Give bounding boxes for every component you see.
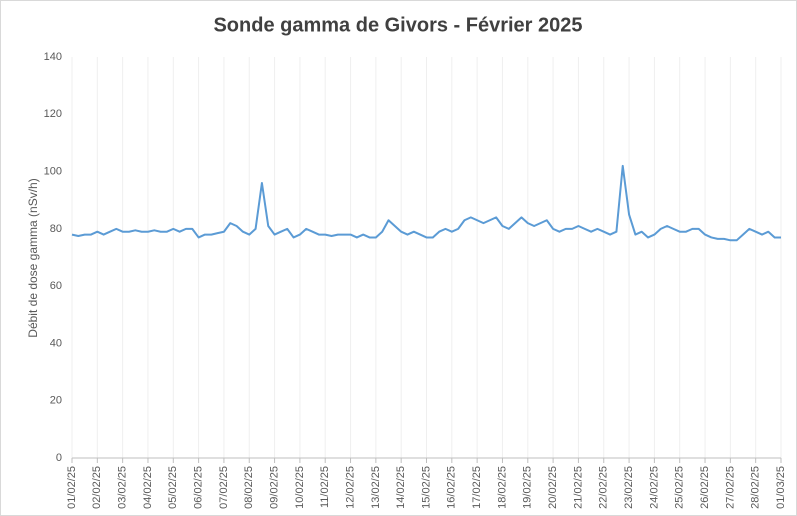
x-tick-label: 07/02/25 — [218, 466, 230, 509]
x-tick-label: 09/02/25 — [268, 466, 280, 509]
data-line — [71, 164, 781, 242]
x-tick-label: 06/02/25 — [193, 466, 205, 509]
x-tick-label: 20/02/25 — [547, 466, 559, 509]
x-tick-label: 03/02/25 — [117, 466, 129, 509]
y-tick-label: 140 — [44, 51, 62, 63]
x-tick-label: 15/02/25 — [420, 466, 432, 509]
x-tick-label: 13/02/25 — [370, 466, 382, 509]
x-tick-label: 05/02/25 — [167, 466, 179, 509]
x-tick-label: 21/02/25 — [572, 466, 584, 509]
x-tick-label: 01/02/25 — [66, 466, 78, 509]
x-tick-label: 08/02/25 — [243, 466, 255, 509]
x-tick-label: 02/02/25 — [91, 466, 103, 509]
x-tick-label: 14/02/25 — [395, 466, 407, 509]
x-tick-label: 25/02/25 — [674, 466, 686, 509]
y-tick-label: 60 — [50, 280, 62, 292]
x-tick-label: 17/02/25 — [471, 466, 483, 509]
x-tick-label: 01/03/25 — [775, 466, 787, 509]
x-tick-label: 10/02/25 — [294, 466, 306, 509]
x-tick-label: 16/02/25 — [446, 466, 458, 509]
y-tick-label: 40 — [50, 337, 62, 349]
y-tick-label: 20 — [50, 395, 62, 407]
y-tick-label: 80 — [50, 223, 62, 235]
x-tick-label: 26/02/25 — [699, 466, 711, 509]
x-tick-label: 22/02/25 — [598, 466, 610, 509]
x-tick-label: 28/02/25 — [750, 466, 762, 509]
y-axis-label: Débit de dose gamma (nSv/h) — [26, 178, 40, 337]
x-tick-label: 23/02/25 — [623, 466, 635, 509]
x-tick-label: 04/02/25 — [142, 466, 154, 509]
x-tick-label: 12/02/25 — [344, 466, 356, 509]
y-tick-label: 120 — [44, 108, 62, 120]
x-tick-label: 24/02/25 — [648, 466, 660, 509]
x-tick-label: 19/02/25 — [522, 466, 534, 509]
y-tick-label: 100 — [44, 165, 62, 177]
x-tick-label: 11/02/25 — [319, 466, 331, 508]
chart-title: Sonde gamma de Givors - Février 2025 — [213, 14, 582, 36]
x-tick-label: 18/02/25 — [496, 466, 508, 509]
y-tick-label: 0 — [56, 452, 62, 464]
x-tick-label: 27/02/25 — [724, 466, 736, 509]
